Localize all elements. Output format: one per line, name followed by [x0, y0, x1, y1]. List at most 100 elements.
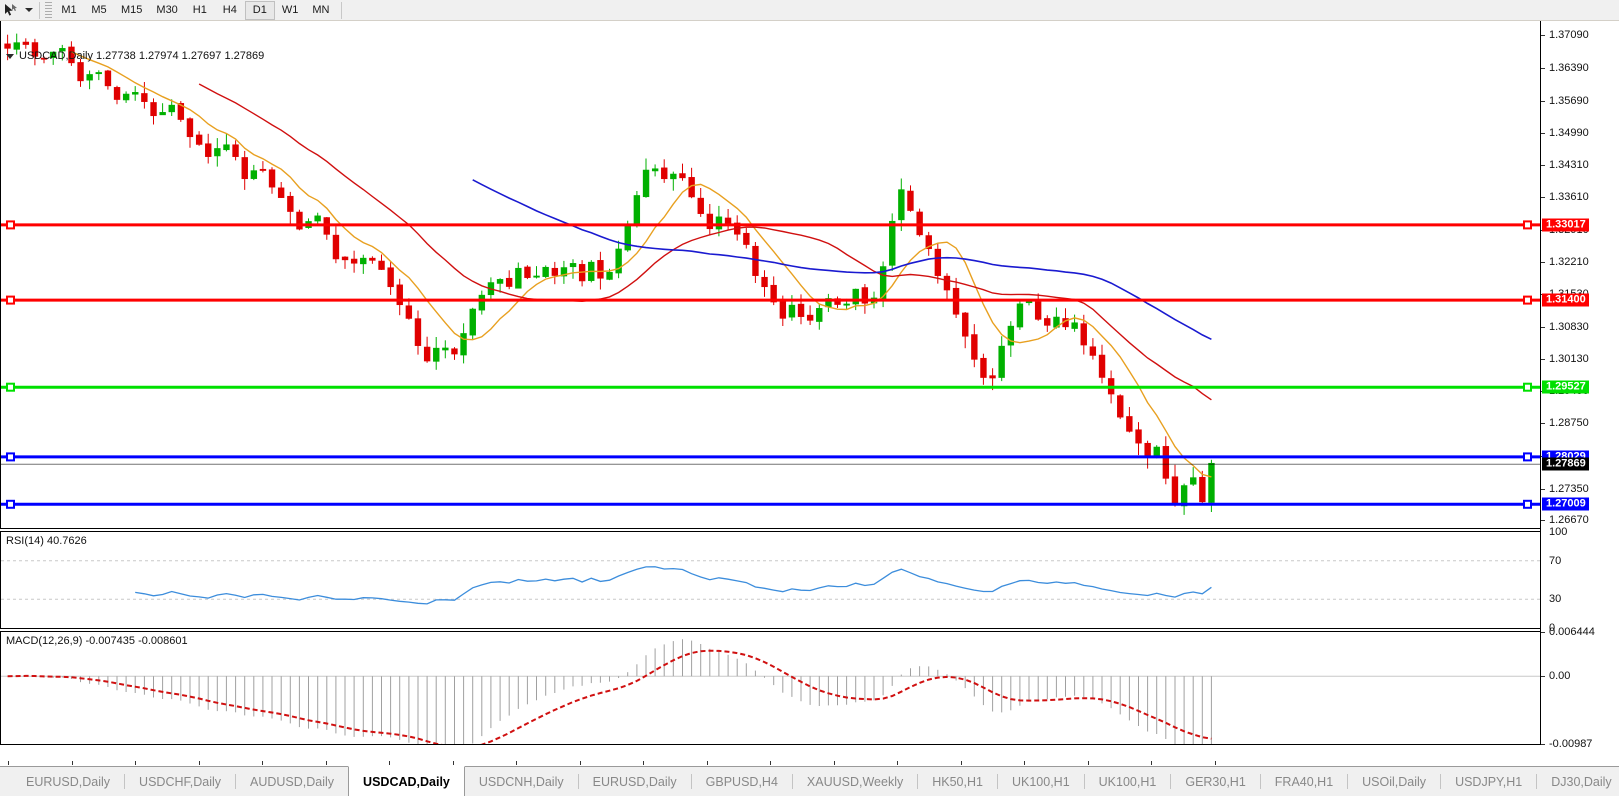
- chart-area[interactable]: USDCAD,Daily 1.27738 1.27974 1.27697 1.2…: [0, 21, 1619, 780]
- price-chart-pane[interactable]: [0, 21, 1540, 529]
- macd-axis-tick: -0.00987: [1541, 738, 1592, 750]
- chart-tab-uk100-h1[interactable]: UK100,H1: [1011, 774, 1070, 789]
- timeframe-button-m15[interactable]: M15: [121, 4, 143, 16]
- tab-divider: [577, 774, 579, 789]
- toolbar-separator-end: [341, 1, 343, 19]
- tab-divider: [1440, 774, 1442, 789]
- chart-tab-hk50-h1[interactable]: HK50,H1: [932, 774, 983, 789]
- date-axis-tick-mark: [452, 761, 454, 765]
- cursor-dropdown-arrow-icon[interactable]: [22, 0, 36, 20]
- price-candlestick-series: [4, 33, 1215, 515]
- date-axis-tick-mark: [1214, 761, 1216, 765]
- date-axis-tick-mark: [262, 761, 264, 765]
- price-level-label-current-price[interactable]: 1.27869: [1542, 457, 1589, 471]
- price-axis-tick: 1.27350: [1541, 483, 1589, 495]
- date-axis-tick-mark: [516, 761, 518, 765]
- tab-divider: [124, 774, 126, 789]
- date-axis-tick-mark: [198, 761, 200, 765]
- tab-divider: [690, 774, 692, 789]
- date-axis-tick-mark: [579, 761, 581, 765]
- macd-axis-tick: 0.00: [1541, 670, 1570, 682]
- chart-tab-bar[interactable]: EURUSD,Daily USDCHF,Daily AUDUSD,Daily USDC…: [0, 766, 1619, 796]
- date-axis-tick-mark: [1087, 761, 1089, 765]
- tab-divider: [917, 774, 919, 789]
- top-toolbar: M1 M5 M15 M30 H1 H4 D1 W1 MN: [0, 0, 1619, 21]
- timeframe-button-h4[interactable]: H4: [222, 4, 237, 16]
- rsi-indicator-pane[interactable]: RSI(14) 40.7626: [0, 531, 1540, 629]
- tab-divider: [1259, 774, 1261, 789]
- chart-tab-usdchf-daily[interactable]: USDCHF,Daily: [139, 774, 221, 789]
- tab-divider: [235, 774, 236, 789]
- macd-axis-tick: 0.006444: [1541, 626, 1595, 638]
- rsi-line-series: [1, 560, 1540, 605]
- tab-divider: [1170, 774, 1172, 789]
- chart-tab-fra40-h1[interactable]: FRA40,H1: [1274, 774, 1334, 789]
- date-axis-tick-mark: [1151, 761, 1153, 765]
- chart-tab-list: EURUSD,Daily USDCHF,Daily AUDUSD,Daily USDC…: [12, 766, 1619, 796]
- rsi-axis-tick: 100: [1549, 526, 1568, 538]
- rsi-axis-tick: 70: [1549, 554, 1562, 567]
- date-axis-tick-mark: [643, 761, 645, 765]
- price-level-label-support-2[interactable]: 1.27009: [1542, 497, 1589, 511]
- date-axis-tick-mark: [325, 761, 327, 765]
- timeframe-button-w1[interactable]: W1: [281, 4, 299, 16]
- price-level-label-pivot[interactable]: 1.29527: [1542, 380, 1589, 394]
- timeframe-button-m1[interactable]: M1: [61, 4, 77, 16]
- rsi-axis-tick: 30: [1549, 593, 1562, 606]
- timeframe-button-m30[interactable]: M30: [156, 4, 178, 16]
- timeframe-button-mn[interactable]: MN: [312, 4, 330, 16]
- price-axis-tick: 1.37090: [1541, 29, 1589, 41]
- tab-divider: [996, 774, 998, 789]
- chart-tab-usdjpy-h1[interactable]: USDJPY,H1: [1455, 774, 1523, 789]
- macd-pane-label: MACD(12,26,9) -0.007435 -0.008601: [6, 635, 188, 647]
- macd-series: [1, 639, 1540, 744]
- chart-tab-xauusd-weekly[interactable]: XAUUSD,Weekly: [806, 774, 904, 789]
- price-axis-tick: 1.30830: [1541, 321, 1589, 333]
- rsi-pane-label: RSI(14) 40.7626: [6, 535, 87, 547]
- price-axis-tick: 1.32210: [1541, 256, 1589, 268]
- date-axis-tick-mark: [770, 761, 772, 765]
- chart-symbol-header: USDCAD,Daily 1.27738 1.27974 1.27697 1.2…: [6, 50, 264, 62]
- date-axis-tick-mark: [897, 761, 899, 765]
- chart-tab-eurusd-daily[interactable]: EURUSD,Daily: [26, 774, 111, 789]
- chart-tab-usdcnh-daily[interactable]: USDCNH,Daily: [478, 774, 564, 789]
- chart-tab-ger30-h1[interactable]: GER30,H1: [1185, 774, 1246, 789]
- date-axis-tick-mark: [1024, 761, 1026, 765]
- price-axis-tick: 1.28750: [1541, 417, 1589, 429]
- chart-tab-audusd-daily[interactable]: AUDUSD,Daily: [250, 774, 335, 789]
- date-axis-tick-mark: [389, 761, 391, 765]
- chart-tab-eurusd-daily[interactable]: EURUSD,Daily: [592, 774, 677, 789]
- timeframe-button-group: M1 M5 M15 M30 H1 H4 D1 W1 MN: [54, 0, 336, 20]
- price-level-label-resistance-1[interactable]: 1.31400: [1542, 293, 1589, 307]
- tab-divider: [1536, 774, 1538, 789]
- date-axis-tick-mark: [960, 761, 962, 765]
- date-axis-tick-mark: [8, 761, 9, 765]
- chart-tab-dj30-daily[interactable]: DJ30,Daily: [1551, 774, 1612, 789]
- tab-divider: [791, 774, 793, 789]
- timeframe-button-m5[interactable]: M5: [91, 4, 107, 16]
- chevron-down-icon[interactable]: [6, 53, 14, 59]
- price-axis[interactable]: 1.37090 1.36390 1.35690 1.34990 1.34310 1.336…: [1540, 21, 1619, 750]
- toolbar-grip-icon[interactable]: [45, 1, 52, 19]
- timeframe-button-d1[interactable]: D1: [244, 0, 275, 20]
- date-axis-tick-mark: [706, 761, 708, 765]
- timeframe-button-h1[interactable]: H1: [192, 4, 207, 16]
- price-axis-tick: 1.35690: [1541, 95, 1589, 107]
- crosshair-cursor-icon[interactable]: [0, 0, 22, 20]
- toolbar-separator: [39, 1, 40, 19]
- price-axis-tick: 1.34990: [1541, 127, 1589, 139]
- chart-tab-usoil-daily[interactable]: USOil,Daily: [1362, 774, 1427, 789]
- date-axis-tick-mark: [135, 761, 136, 765]
- chart-tab-gbpusd-h4[interactable]: GBPUSD,H4: [705, 774, 778, 789]
- price-axis-tick: 1.34310: [1541, 159, 1589, 171]
- macd-indicator-pane[interactable]: MACD(12,26,9) -0.007435 -0.008601: [0, 631, 1540, 745]
- price-level-label-resistance-2[interactable]: 1.33017: [1542, 218, 1589, 232]
- rsi-axis-tick: 0: [1549, 622, 1556, 634]
- chart-tab-uk100-h1[interactable]: UK100,H1: [1098, 774, 1157, 789]
- tab-divider: [1347, 774, 1349, 789]
- chart-tab-usdcad-daily[interactable]: USDCAD,Daily: [348, 766, 465, 796]
- price-axis-tick: 1.36390: [1541, 62, 1589, 74]
- date-axis-tick-mark: [71, 761, 73, 765]
- chart-symbol-ohlc-text: USDCAD,Daily 1.27738 1.27974 1.27697 1.2…: [19, 50, 265, 62]
